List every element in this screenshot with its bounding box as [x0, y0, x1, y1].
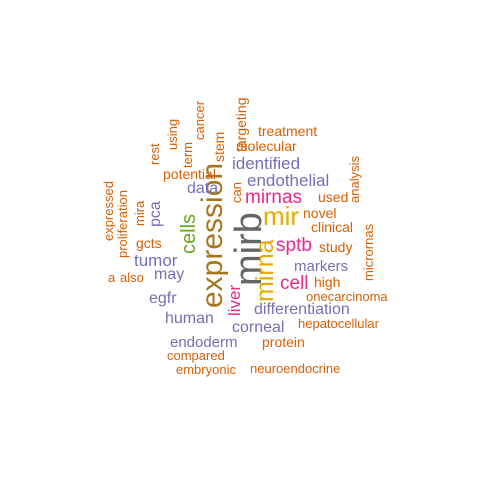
word-stem: stem	[211, 131, 227, 162]
word-may: may	[154, 266, 185, 283]
word-embryonic: embryonic	[176, 362, 236, 377]
word-neuroendocrine: neuroendocrine	[250, 361, 341, 376]
word-a: a	[108, 270, 116, 285]
word-differentiation: differentiation	[254, 301, 350, 318]
word-corneal: corneal	[232, 319, 285, 336]
word-high: high	[314, 274, 341, 290]
word-egfr: egfr	[149, 290, 177, 307]
word-gcts: gcts	[136, 235, 162, 251]
word-micrornas: micrornas	[361, 223, 376, 281]
word-pca: pca	[147, 201, 164, 227]
word-using: using	[165, 118, 180, 150]
word-cells: cells	[178, 213, 200, 254]
word-proliferation: proliferation	[115, 190, 130, 258]
word-endothelial: endothelial	[247, 171, 330, 190]
word-study: study	[319, 239, 353, 255]
word-markers: markers	[294, 258, 349, 275]
word-cell: cell	[280, 273, 309, 294]
word-liver: liver	[225, 284, 244, 316]
word-can: can	[229, 182, 244, 203]
word-identified: identified	[232, 154, 301, 173]
word-potential: potential	[163, 166, 216, 182]
word-compared: compared	[167, 348, 225, 363]
word-term: term	[180, 142, 195, 168]
word-protein: protein	[262, 334, 305, 350]
word-molecular: molecular	[236, 138, 297, 154]
word-mira: mira	[132, 200, 147, 226]
word-also: also	[120, 270, 144, 285]
word-hepatocellular: hepatocellular	[298, 316, 379, 331]
word-used: used	[318, 189, 349, 205]
word-mirnas: mirnas	[245, 187, 303, 208]
word-human: human	[165, 310, 214, 327]
word-novel: novel	[303, 205, 337, 221]
word-sptb: sptb	[276, 235, 312, 256]
word-endoderm: endoderm	[170, 334, 238, 351]
word-analysis: analysis	[347, 156, 362, 203]
word-treatment: treatment	[258, 123, 318, 139]
word-expressed: expressed	[101, 181, 116, 241]
word-mirna: mirna	[251, 239, 279, 302]
word-mir: mir	[263, 201, 300, 231]
word-tumor: tumor	[134, 251, 178, 270]
word-rest: rest	[147, 143, 162, 165]
word-cancer: cancer	[192, 100, 207, 140]
word-clinical: clinical	[311, 219, 354, 235]
word-onecarcinoma: onecarcinoma	[306, 289, 388, 304]
word-data: data	[187, 180, 219, 197]
word-targeting: targeting	[233, 97, 249, 152]
